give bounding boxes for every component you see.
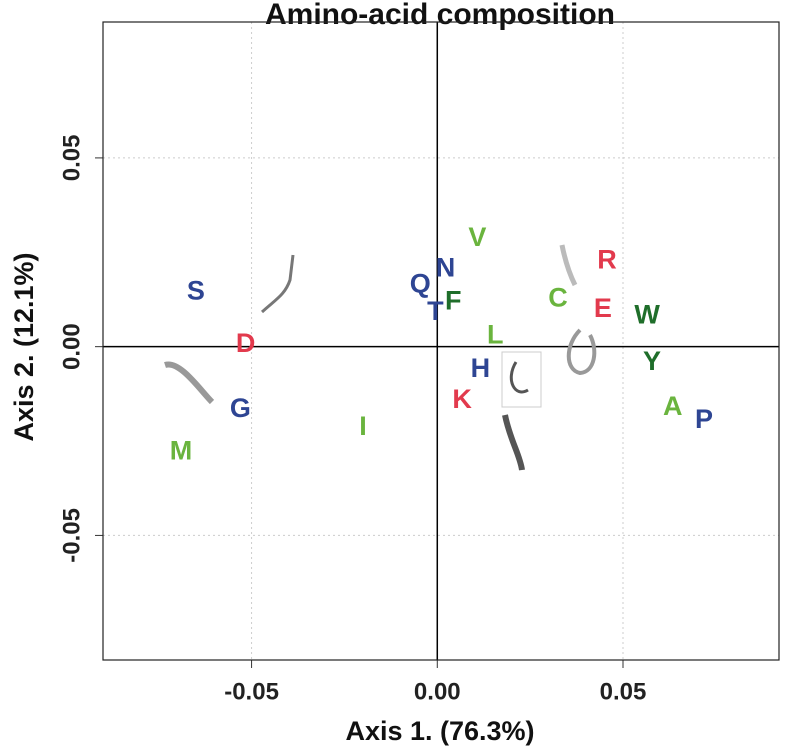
illustration (164, 361, 215, 405)
point-label: H (471, 353, 491, 383)
point-label: Q (410, 269, 431, 299)
y-axis-label: Axis 2. (12.1%) (9, 252, 39, 441)
y-tick-label: -0.05 (58, 508, 85, 563)
plot-area: -0.05 0.00 0.05 -0.05 0.00 0.05 S D G M I QNT F V LHK C… (58, 21, 780, 705)
y-tick-label: 0.00 (58, 323, 85, 370)
illustration (559, 244, 578, 287)
point-label: P (695, 404, 713, 434)
plot-frame (102, 21, 780, 661)
illustration (260, 254, 295, 314)
point-label: G (230, 393, 251, 423)
x-axis-label: Axis 1. (76.3%) (345, 716, 534, 746)
illustration-frame (501, 351, 542, 408)
illustration (502, 414, 525, 471)
point-label: Y (643, 346, 661, 376)
point-label: A (663, 391, 683, 421)
illustration (566, 328, 597, 376)
point-label: N (436, 252, 456, 282)
point-label: E (594, 293, 612, 323)
point-label: L (487, 320, 504, 350)
y-tick-label: 0.05 (58, 135, 85, 182)
organism-illustrations (164, 244, 597, 471)
point-label: R (597, 244, 617, 274)
point-label: M (170, 435, 193, 465)
x-tick-label: 0.05 (600, 678, 647, 705)
chart-title: Amino-acid composition (265, 0, 615, 31)
point-label: I (359, 411, 367, 441)
illustration (509, 361, 529, 394)
point-label: S (187, 275, 205, 305)
point-label: D (236, 328, 256, 358)
point-label: K (452, 384, 472, 414)
point-label: F (445, 286, 462, 316)
point-label: V (468, 222, 486, 252)
x-tick-label: 0.00 (414, 678, 461, 705)
x-tick-label: -0.05 (224, 678, 279, 705)
point-label: W (634, 300, 660, 330)
point-label: T (427, 296, 444, 326)
point-label: C (548, 283, 568, 313)
